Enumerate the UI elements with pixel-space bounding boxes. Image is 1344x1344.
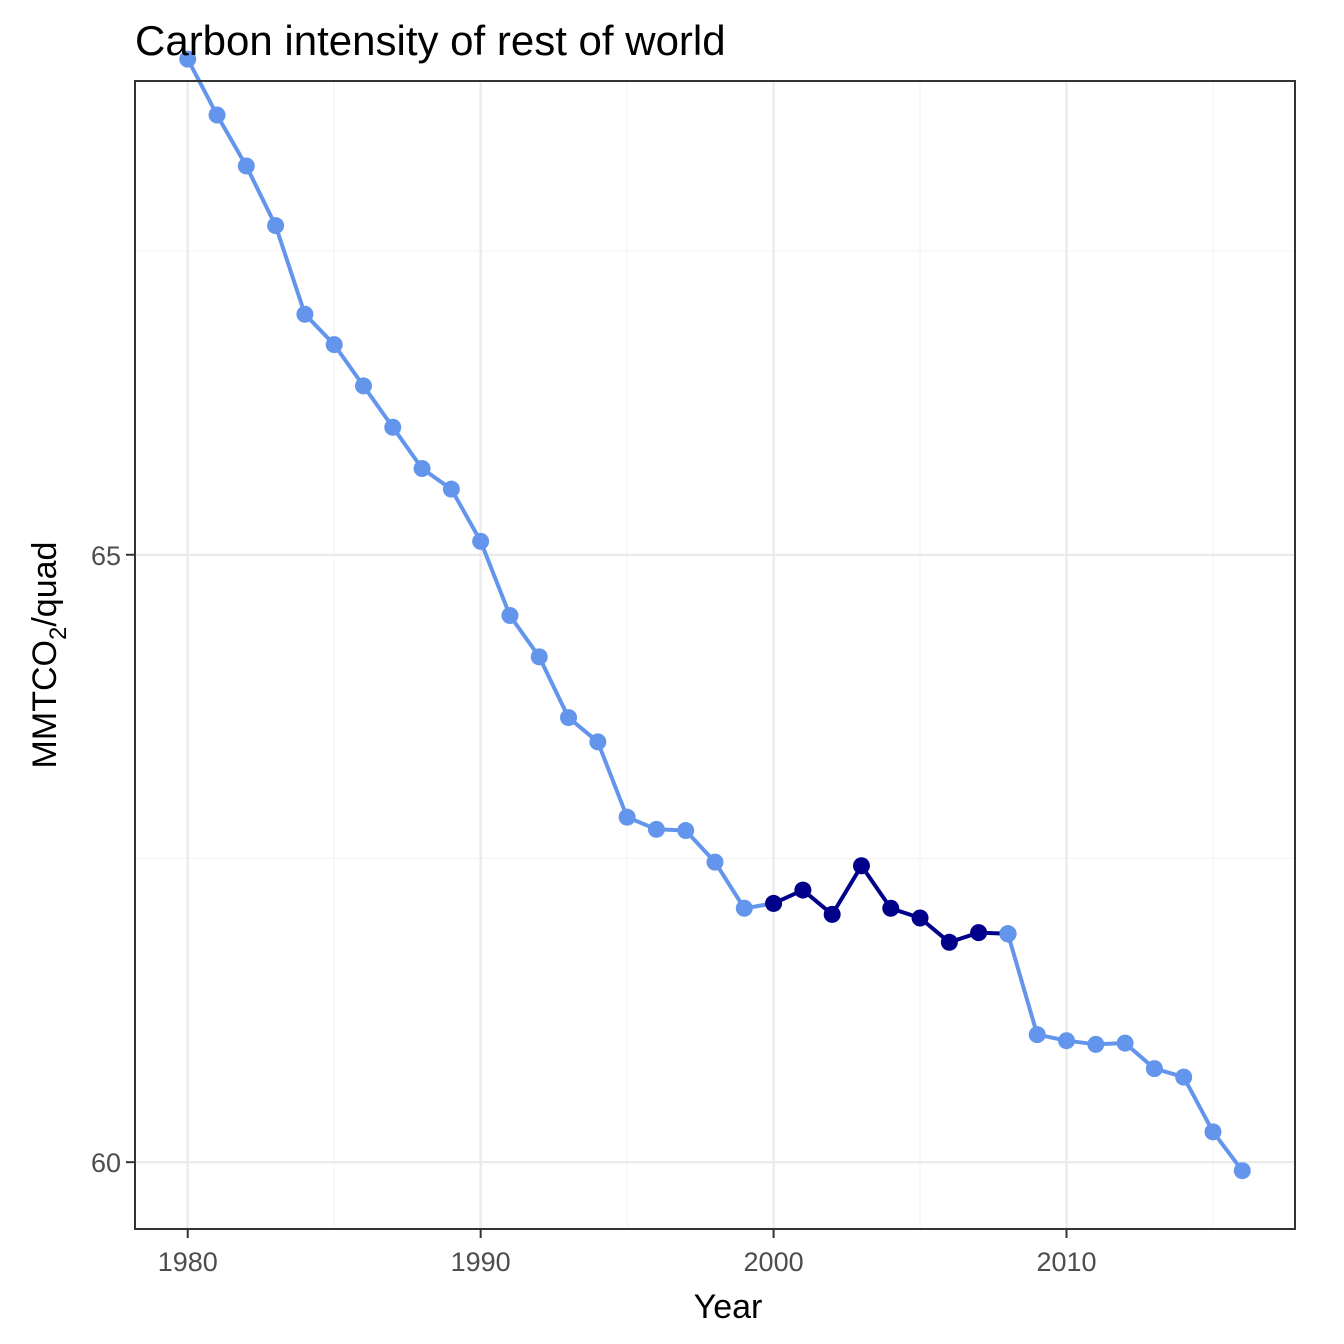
- grid: [135, 81, 1295, 1229]
- data-point: [325, 336, 343, 354]
- data-point: [1233, 1162, 1251, 1180]
- y-axis-title-subscript: 2: [45, 627, 72, 640]
- data-point: [530, 648, 548, 666]
- data-point: [354, 377, 372, 395]
- data-point: [940, 933, 958, 951]
- data-point: [999, 925, 1017, 943]
- data-point: [1145, 1060, 1163, 1078]
- chart-title: Carbon intensity of rest of world: [135, 17, 726, 64]
- data-point: [179, 50, 197, 68]
- data-point: [852, 857, 870, 875]
- y-axis-title-main: MMTCO: [26, 640, 64, 768]
- data-point: [1116, 1034, 1134, 1052]
- data-point: [765, 894, 783, 912]
- data-point: [677, 822, 695, 840]
- data-point: [647, 820, 665, 838]
- data-point: [413, 460, 431, 478]
- series-lines: [185, 57, 1245, 1173]
- data-point: [472, 532, 490, 550]
- data-point: [706, 853, 724, 871]
- data-point: [237, 157, 255, 175]
- data-point: [1204, 1123, 1222, 1141]
- data-point: [442, 480, 460, 498]
- data-point: [882, 899, 900, 917]
- data-point: [1175, 1068, 1193, 1086]
- y-axis-title-rest: /quad: [26, 542, 64, 627]
- x-tick-label: 2010: [1036, 1247, 1096, 1277]
- x-axis-title: Year: [694, 1288, 763, 1326]
- data-point: [794, 881, 812, 899]
- panel-border: [134, 80, 1296, 1230]
- data-point: [1087, 1035, 1105, 1053]
- data-point: [384, 418, 402, 436]
- y-axis: 60 65: [91, 541, 135, 1178]
- data-point: [296, 305, 314, 323]
- data-point: [618, 808, 636, 826]
- x-tick-label: 2000: [744, 1247, 804, 1277]
- data-point: [589, 733, 607, 751]
- data-point: [1028, 1026, 1046, 1044]
- y-tick-label: 60: [91, 1148, 121, 1178]
- data-point: [560, 709, 578, 727]
- x-tick-label: 1980: [158, 1247, 218, 1277]
- x-axis: 1980 1990 2000 2010: [158, 1229, 1097, 1277]
- y-axis-title: MMTCO2/quad: [26, 542, 72, 769]
- data-point: [501, 607, 519, 625]
- data-point: [911, 909, 929, 927]
- data-point: [823, 905, 841, 923]
- data-point: [208, 106, 226, 124]
- data-point: [267, 217, 285, 235]
- x-tick-label: 1990: [451, 1247, 511, 1277]
- y-tick-label: 65: [91, 541, 121, 571]
- data-point: [970, 924, 988, 942]
- data-point: [735, 899, 753, 917]
- data-point: [1058, 1032, 1076, 1050]
- data-points: [179, 50, 1251, 1180]
